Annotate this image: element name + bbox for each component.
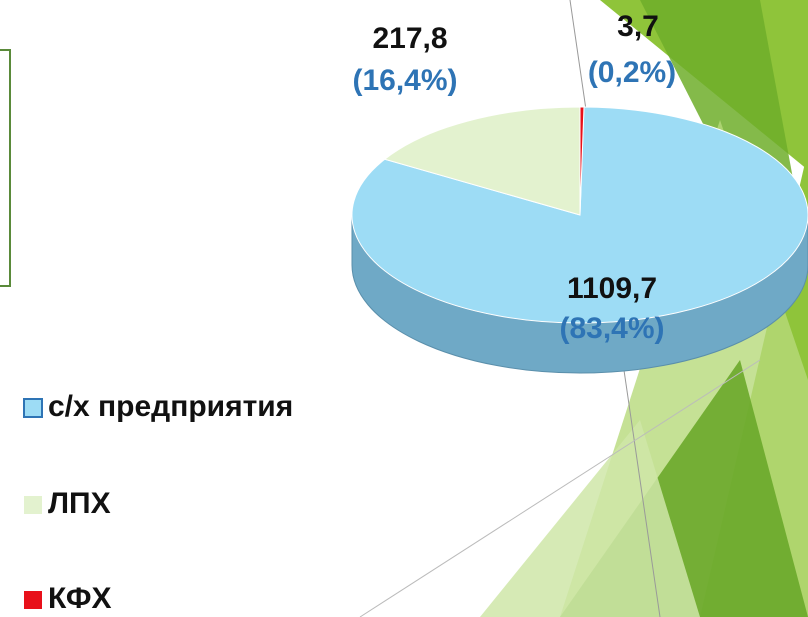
data-labels: 1109,7 (83,4%) 217,8 (16,4%) 3,7 (0,2%): [352, 10, 676, 345]
value-label: 217,8: [372, 22, 447, 55]
value-label: 3,7: [617, 10, 659, 43]
percent-label: (83,4%): [559, 312, 664, 345]
pie-slice: [383, 106, 581, 216]
legend-label: ЛПХ: [48, 487, 111, 520]
pie: [351, 106, 808, 374]
percent-label: (16,4%): [352, 64, 457, 97]
value-label: 1109,7: [567, 272, 657, 305]
percent-label: (0,2%): [588, 56, 676, 89]
legend-swatch: [24, 496, 42, 514]
legend-label: с/х предприятия: [48, 390, 293, 423]
legend-swatch: [24, 591, 42, 609]
legend-swatch: [23, 398, 43, 418]
pie-slice: [579, 106, 585, 216]
legend: с/х предприятия ЛПХ КФХ: [23, 390, 293, 615]
legend-label: КФХ: [48, 582, 112, 615]
